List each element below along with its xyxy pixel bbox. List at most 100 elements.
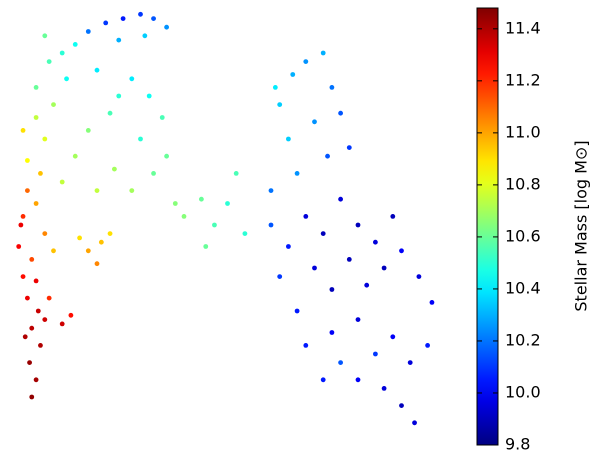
point bbox=[85, 248, 91, 254]
point bbox=[364, 282, 370, 288]
point bbox=[46, 59, 52, 64]
point bbox=[107, 231, 113, 237]
point bbox=[355, 377, 361, 383]
point bbox=[116, 93, 122, 99]
point bbox=[325, 153, 330, 159]
point bbox=[242, 231, 248, 237]
point bbox=[268, 222, 274, 228]
point bbox=[320, 50, 326, 56]
point bbox=[303, 343, 309, 348]
point bbox=[286, 244, 291, 249]
point bbox=[268, 188, 274, 194]
point bbox=[199, 196, 204, 202]
point bbox=[103, 20, 109, 26]
point bbox=[320, 231, 326, 237]
colorbar-tick-label: 10.4 bbox=[505, 278, 541, 297]
point bbox=[29, 257, 35, 262]
point bbox=[94, 67, 100, 73]
point bbox=[112, 166, 117, 172]
point bbox=[98, 239, 104, 245]
point bbox=[51, 102, 56, 107]
colorbar-label: Stellar Mass [log M⊙] bbox=[572, 140, 591, 311]
point bbox=[116, 37, 122, 43]
point bbox=[85, 127, 91, 133]
point bbox=[355, 317, 361, 322]
point bbox=[290, 72, 296, 77]
point bbox=[151, 16, 156, 21]
point bbox=[18, 222, 24, 228]
colorbar-tick-label: 10.6 bbox=[505, 226, 541, 245]
point bbox=[346, 145, 352, 151]
point bbox=[94, 188, 100, 194]
point bbox=[407, 360, 413, 365]
point bbox=[346, 257, 352, 262]
point bbox=[425, 343, 430, 348]
point bbox=[27, 360, 32, 365]
point bbox=[16, 244, 22, 249]
point bbox=[329, 330, 335, 335]
point bbox=[25, 158, 30, 163]
point bbox=[51, 248, 56, 254]
point bbox=[25, 295, 30, 301]
point bbox=[312, 265, 317, 271]
point bbox=[373, 351, 378, 357]
point bbox=[338, 110, 343, 116]
point bbox=[33, 85, 39, 90]
point bbox=[429, 300, 435, 305]
point bbox=[320, 377, 326, 383]
point bbox=[381, 265, 387, 271]
point bbox=[225, 201, 230, 206]
point bbox=[138, 136, 143, 142]
point bbox=[129, 188, 135, 194]
colorbar-tick-label: 11.2 bbox=[505, 70, 541, 89]
point bbox=[33, 377, 39, 383]
colorbar-tick-label: 11.4 bbox=[505, 18, 541, 37]
point bbox=[85, 29, 91, 34]
point bbox=[35, 308, 41, 314]
point bbox=[42, 136, 48, 142]
point bbox=[373, 239, 378, 245]
point bbox=[412, 420, 417, 426]
colorbar bbox=[476, 7, 499, 446]
point bbox=[294, 308, 300, 314]
point bbox=[303, 59, 309, 64]
point bbox=[399, 403, 404, 408]
point bbox=[59, 50, 65, 56]
point bbox=[29, 325, 35, 331]
point bbox=[64, 76, 69, 82]
colorbar-tick-label: 11.0 bbox=[505, 122, 541, 141]
point bbox=[355, 222, 361, 228]
point bbox=[20, 127, 26, 133]
colorbar-tick-label: 10.0 bbox=[505, 382, 541, 401]
point bbox=[399, 248, 404, 254]
point bbox=[294, 171, 300, 176]
point bbox=[46, 295, 52, 301]
point bbox=[94, 261, 100, 267]
point bbox=[203, 244, 209, 249]
point bbox=[277, 102, 283, 107]
point bbox=[142, 33, 148, 39]
point bbox=[59, 321, 65, 327]
scatter-points bbox=[16, 11, 435, 426]
colorbar-tick-label: 9.8 bbox=[505, 435, 530, 454]
point bbox=[25, 188, 30, 194]
point bbox=[212, 222, 217, 228]
point bbox=[146, 93, 152, 99]
point bbox=[390, 214, 396, 219]
point bbox=[42, 33, 48, 39]
point bbox=[120, 16, 126, 21]
point bbox=[29, 394, 35, 400]
point bbox=[42, 317, 48, 322]
point bbox=[20, 274, 26, 279]
point bbox=[164, 24, 170, 30]
point bbox=[151, 171, 156, 176]
point bbox=[33, 115, 39, 120]
colorbar-ticks: 9.8 10.0 10.2 10.4 10.6 10.8 11.0 11.2 11.4 bbox=[477, 18, 541, 454]
point bbox=[277, 274, 283, 279]
point bbox=[172, 201, 178, 206]
colorbar-tick-label: 10.2 bbox=[505, 330, 541, 349]
point bbox=[38, 343, 43, 348]
point bbox=[329, 85, 335, 90]
point bbox=[303, 214, 309, 219]
